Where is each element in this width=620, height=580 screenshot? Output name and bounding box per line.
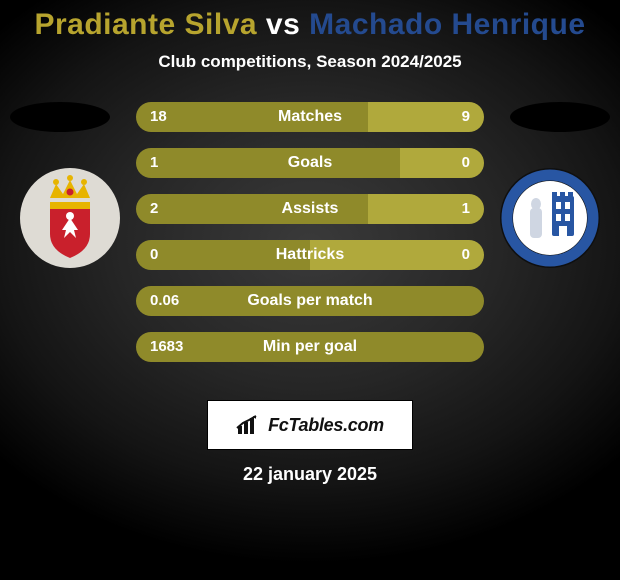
vs-text: vs [266, 8, 309, 41]
stat-label: Goals per match [136, 286, 484, 316]
stat-bars: 189Matches 10Goals 21Assists 00Hattricks 0.0… [136, 102, 484, 378]
stat-row: 1683Min per goal [136, 332, 484, 362]
stat-row: 0.06Goals per match [136, 286, 484, 316]
date-text: 22 january 2025 [0, 464, 620, 485]
club-badge-left-svg [20, 168, 120, 268]
brand-chart-icon [236, 414, 262, 436]
stat-label: Hattricks [136, 240, 484, 270]
brand-text: FcTables.com [268, 415, 384, 436]
brand-box: FcTables.com [207, 400, 413, 450]
club-badge-right [500, 168, 600, 268]
subtitle: Club competitions, Season 2024/2025 [0, 52, 620, 72]
comparison-content: 189Matches 10Goals 21Assists 00Hattricks 0.0… [0, 102, 620, 382]
player2-name: Machado Henrique [309, 8, 585, 41]
player1-name: Pradiante Silva [34, 8, 257, 41]
club-badge-left [20, 168, 120, 268]
stat-label: Assists [136, 194, 484, 224]
club-badge-right-svg [500, 168, 600, 268]
stat-row: 00Hattricks [136, 240, 484, 270]
stat-label: Matches [136, 102, 484, 132]
stat-row: 21Assists [136, 194, 484, 224]
stat-label: Goals [136, 148, 484, 178]
stat-label: Min per goal [136, 332, 484, 362]
page-title: Pradiante Silva vs Machado Henrique [0, 0, 620, 42]
stat-row: 189Matches [136, 102, 484, 132]
shadow-disc-right [510, 102, 610, 132]
stat-row: 10Goals [136, 148, 484, 178]
shadow-disc-left [10, 102, 110, 132]
